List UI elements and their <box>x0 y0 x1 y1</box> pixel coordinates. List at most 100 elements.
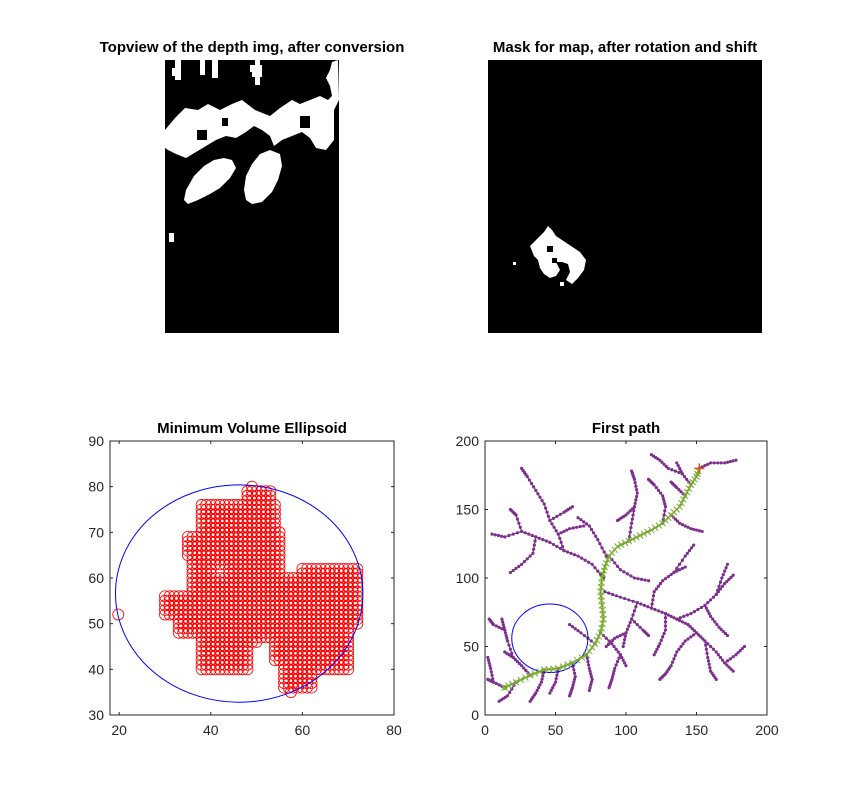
path-marker <box>595 633 603 640</box>
x-tick-label: 80 <box>386 722 402 738</box>
tree-node <box>666 575 670 579</box>
topview-black-holes <box>197 116 310 140</box>
tree-node <box>517 662 522 666</box>
tree-node <box>680 558 685 562</box>
tree-node <box>587 688 591 692</box>
ellipsoid-curve <box>114 484 364 703</box>
tree-node <box>596 538 600 542</box>
path-marker <box>640 530 648 538</box>
tree-node <box>544 506 548 510</box>
tree-node <box>514 566 518 571</box>
tree-node <box>551 542 555 547</box>
tree-node <box>536 492 540 496</box>
tree-node <box>611 672 615 676</box>
tree-node <box>662 499 666 503</box>
tree-node <box>658 581 663 586</box>
tree-node <box>652 653 656 657</box>
tree-node <box>635 491 639 495</box>
tree-node <box>612 669 616 673</box>
tree-node <box>654 650 658 654</box>
tree-node <box>551 516 555 521</box>
tree-node <box>677 470 681 475</box>
tree-node <box>652 590 656 594</box>
tree-node <box>689 612 693 616</box>
tree-node <box>725 663 729 667</box>
tree-node <box>663 612 668 616</box>
tree-node <box>685 477 689 481</box>
tree-node <box>656 584 661 588</box>
path-x-axis: 0 50 100 150 200 <box>481 441 779 738</box>
tree-node <box>555 514 559 518</box>
point-marker <box>342 631 355 644</box>
tree-node <box>503 535 507 539</box>
tree-node <box>638 625 642 629</box>
tree-node <box>508 570 512 575</box>
tree-node <box>542 502 546 506</box>
tree-node <box>571 526 575 530</box>
tree-node <box>554 677 558 681</box>
tree-node <box>508 647 512 651</box>
tree-node <box>600 546 604 550</box>
tree-node <box>611 592 615 597</box>
tree-node <box>489 670 493 674</box>
path-marker <box>517 676 525 684</box>
tree-node <box>717 625 721 629</box>
tree-node <box>734 653 738 657</box>
tree-node <box>661 579 665 583</box>
tree-node <box>518 525 522 529</box>
path-marker <box>651 524 659 532</box>
tree-node <box>692 543 696 547</box>
tree-node <box>598 542 602 546</box>
mask-background <box>488 60 762 333</box>
tree-node <box>628 509 632 513</box>
path-marker <box>636 532 644 539</box>
tree-node <box>632 609 637 613</box>
tree-node <box>612 644 616 649</box>
tree-node <box>675 519 680 523</box>
tree-node <box>522 666 526 670</box>
goal-marker <box>694 463 705 474</box>
point-marker <box>264 485 277 498</box>
tree-node <box>714 650 718 654</box>
tree-node <box>630 469 634 473</box>
tree-node <box>559 540 563 544</box>
tree-node <box>728 459 732 464</box>
y-tick-label: 150 <box>456 502 480 518</box>
tree-node <box>529 481 534 486</box>
tree-node <box>591 531 596 535</box>
tree-node <box>682 614 686 618</box>
tree-node <box>555 544 559 549</box>
tree-node <box>491 680 496 684</box>
tree-node <box>631 599 635 603</box>
tree-node <box>622 661 627 665</box>
tree-node <box>576 629 580 633</box>
tree-node <box>686 637 690 641</box>
tree-node <box>670 660 675 664</box>
path-marker <box>585 647 593 655</box>
path-marker <box>508 680 516 688</box>
tree-node <box>628 530 632 534</box>
path-marker <box>573 656 581 664</box>
path-marker <box>536 668 543 675</box>
tree-node <box>706 462 710 466</box>
tree-node <box>703 603 707 608</box>
path-marker <box>629 535 636 543</box>
tree-node <box>629 526 633 530</box>
tree-node <box>729 575 733 579</box>
tree-node <box>680 522 685 527</box>
tree-node <box>546 514 551 518</box>
tree-node <box>720 576 724 580</box>
tree-node <box>618 633 622 638</box>
tree-node <box>611 675 615 679</box>
tree-node <box>666 613 670 617</box>
tree-node <box>562 529 566 534</box>
path-marker <box>602 560 610 567</box>
tree-node <box>634 498 638 502</box>
tree-node <box>624 664 628 668</box>
tree-node <box>565 528 569 532</box>
tree-node <box>687 549 692 553</box>
tree-node <box>646 579 651 583</box>
path-marker <box>588 644 596 651</box>
tree-node <box>540 498 544 503</box>
tree-node <box>716 461 720 465</box>
